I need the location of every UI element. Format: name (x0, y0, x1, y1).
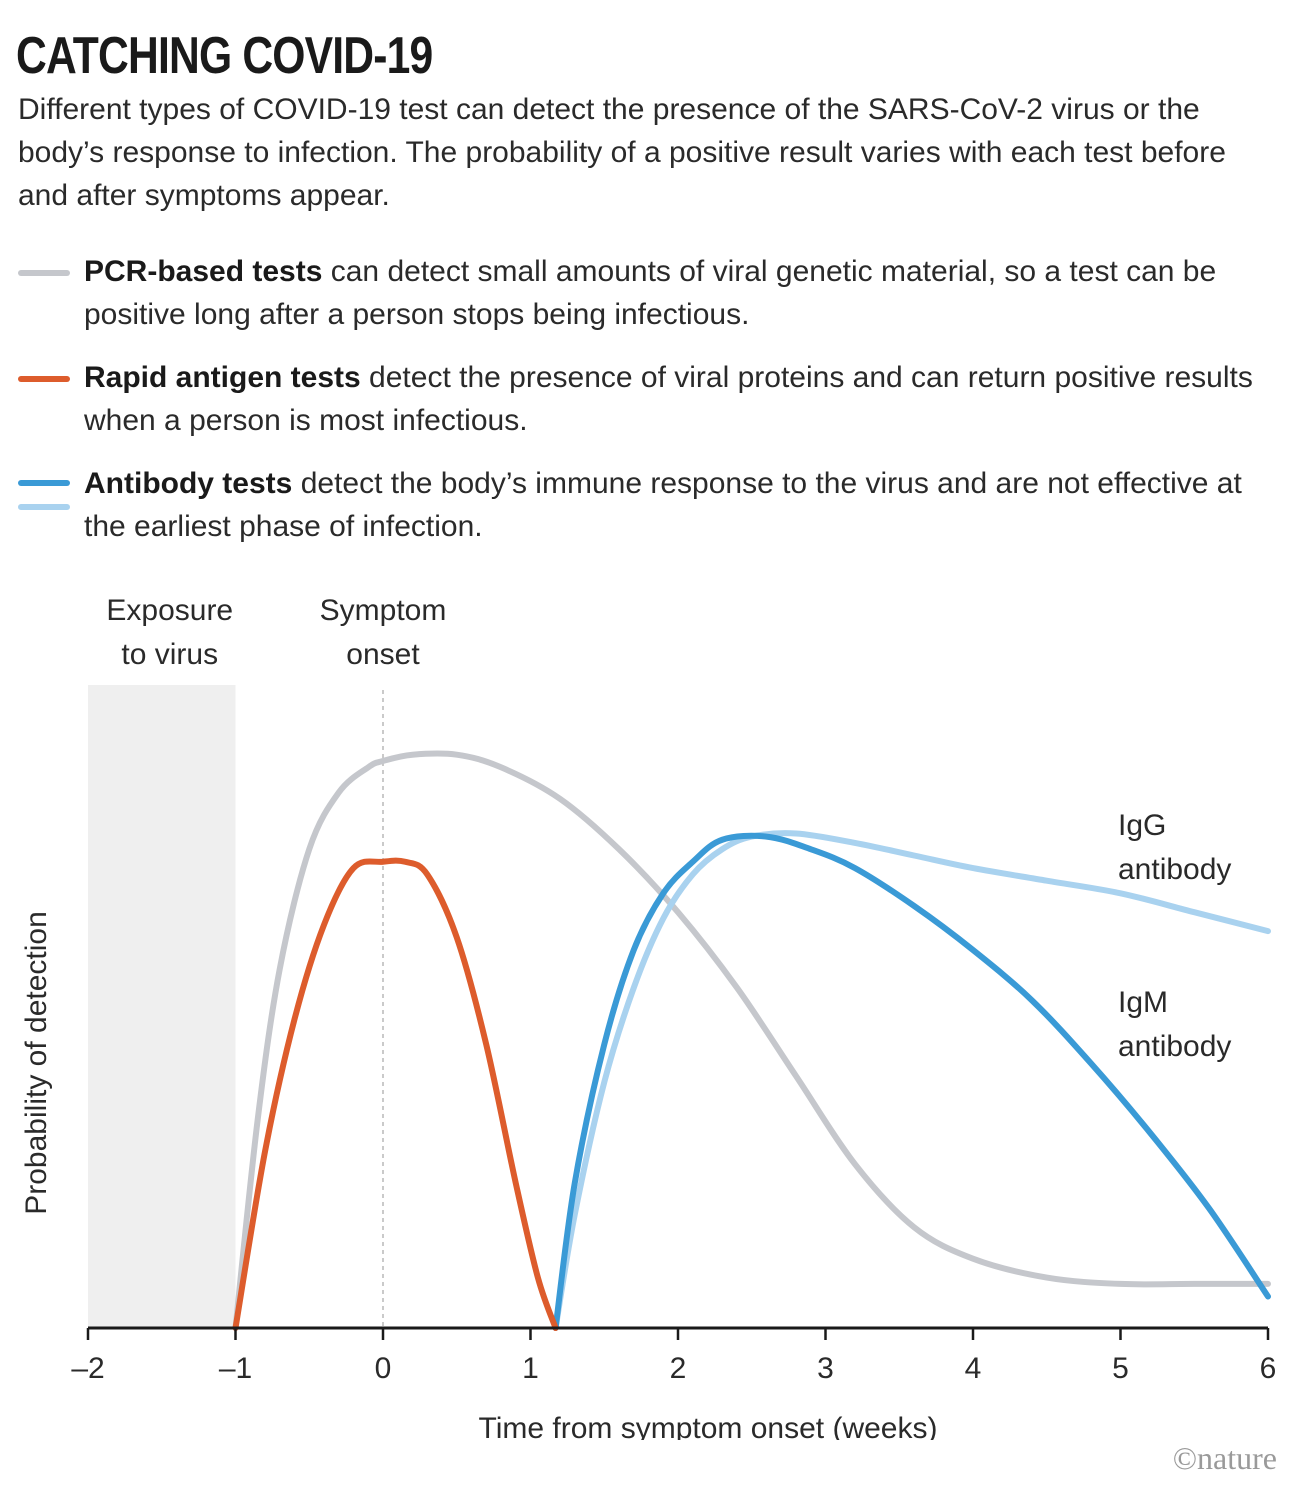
series-layer (232, 750, 1271, 1331)
page-title: CATCHING COVID-19 (16, 27, 433, 85)
exposure-label-line: to virus (121, 638, 218, 671)
series-label-igm: IgM (1118, 986, 1168, 1019)
legend-swatch-antibody (18, 480, 70, 486)
x-tick-label: –2 (71, 1352, 104, 1385)
y-axis-label: Probability of detection (20, 911, 53, 1215)
series-line-pcr (232, 750, 1271, 1331)
x-tick-label: 6 (1260, 1352, 1277, 1385)
detection-chart: Exposure to virus Symptom onset IgM antibod… (20, 594, 1276, 1440)
x-tick-label: 4 (965, 1352, 982, 1385)
x-axis-label: Time from symptom onset (weeks) (479, 1412, 938, 1440)
legend-swatch-antigen (18, 376, 70, 382)
x-tick-label: 3 (817, 1352, 834, 1385)
x-axis-ticks: –2 –1 0 1 2 3 4 5 6 (71, 1328, 1276, 1385)
x-tick-label: 5 (1112, 1352, 1129, 1385)
credit-logo: ©nature (1172, 1440, 1277, 1476)
symptom-onset-label-line: Symptom (320, 594, 447, 627)
x-tick-label: 0 (375, 1352, 392, 1385)
exposure-label-line: Exposure (106, 594, 233, 627)
series-line-antigen (232, 857, 559, 1331)
series-label-igm: antibody (1118, 1030, 1231, 1063)
page-subtitle: Different types of COVID-19 test can det… (18, 93, 1226, 212)
x-tick-label: 2 (670, 1352, 687, 1385)
symptom-onset-label-line: onset (346, 638, 420, 671)
series-label-igg: antibody (1118, 853, 1231, 886)
symptom-onset-label: Symptom onset (320, 594, 447, 671)
series-labels: IgM antibody IgG antibody (1118, 809, 1231, 1063)
series-label-igg: IgG (1118, 809, 1166, 842)
legend-swatch-pcr (18, 270, 70, 276)
exposure-label: Exposure to virus (106, 594, 233, 671)
x-tick-label: –1 (219, 1352, 252, 1385)
legend-text-antigen: Rapid antigen tests detect the presence … (84, 361, 1253, 437)
series-line-igm (552, 832, 1271, 1331)
exposure-shaded-region (88, 685, 236, 1328)
legend-swatch-antibody-light (18, 504, 70, 510)
legend-text-antibody: Antibody tests detect the body’s immune … (84, 467, 1242, 543)
legend-text-pcr: PCR-based tests can detect small amounts… (84, 255, 1217, 331)
x-tick-label: 1 (522, 1352, 539, 1385)
